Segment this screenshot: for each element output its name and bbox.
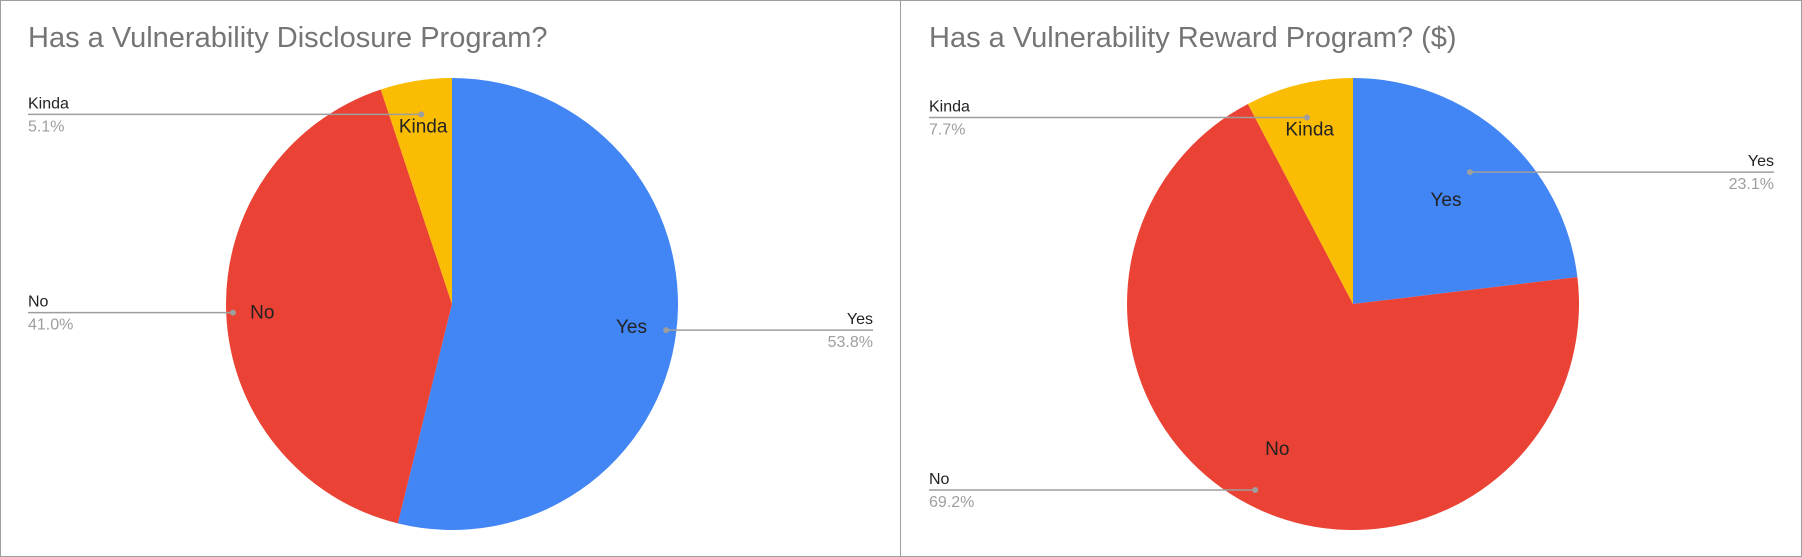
callout-percent-yes: 23.1% (1729, 176, 1774, 193)
pie-slice-no (225, 89, 452, 524)
pie-slice-yes (397, 78, 678, 530)
leader-dot (663, 327, 670, 334)
slice-label-no: No (1265, 439, 1289, 460)
leader-dot (229, 309, 236, 316)
slice-label-yes: Yes (1430, 190, 1461, 211)
slice-label-kinda: Kinda (1285, 119, 1334, 140)
slice-label-yes: Yes (616, 317, 647, 338)
pie-chart: Yes No Kinda Yes 53.8% No 41.0% Kinda 5.1% (28, 78, 873, 530)
chart-title: Has a Vulnerability Reward Program? ($) (929, 22, 1457, 54)
disclosure-program-chart: Has a Vulnerability Disclosure Program? … (0, 0, 900, 557)
reward-program-chart: Has a Vulnerability Reward Program? ($) … (901, 0, 1801, 557)
callout-percent-yes: 53.8% (828, 334, 873, 351)
callout-label-no: No (28, 294, 49, 311)
callout-percent-no: 69.2% (929, 494, 974, 511)
callout-percent-kinda: 7.7% (929, 121, 965, 138)
callout-label-kinda: Kinda (28, 95, 69, 112)
leader-dot (1303, 114, 1310, 121)
leader-dot (418, 111, 425, 118)
pie-slice-kinda (1247, 78, 1353, 304)
leader-dot (1252, 487, 1259, 494)
chart-title: Has a Vulnerability Disclosure Program? (28, 22, 548, 54)
leader-dot (1466, 169, 1473, 176)
pie-slice-no (1127, 103, 1579, 531)
callout-label-yes: Yes (1748, 153, 1774, 170)
callout-label-no: No (929, 471, 950, 488)
panel-divider (900, 0, 901, 557)
pie-slice-yes (1353, 78, 1578, 304)
pie-slice-kinda (380, 78, 452, 304)
callout-label-kinda: Kinda (929, 98, 970, 115)
slice-label-kinda: Kinda (399, 117, 448, 138)
callout-percent-no: 41.0% (28, 317, 73, 334)
callout-percent-kinda: 5.1% (28, 118, 64, 135)
pie-chart: Yes No Kinda Yes 23.1% No 69.2% Kinda 7.7% (929, 78, 1774, 531)
slice-label-no: No (250, 302, 274, 323)
callout-label-yes: Yes (847, 311, 873, 328)
